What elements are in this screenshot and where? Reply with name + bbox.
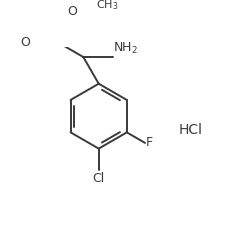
Text: CH$_3$: CH$_3$ [97,0,119,12]
Text: HCl: HCl [178,123,202,137]
Text: F: F [146,136,153,149]
Text: Cl: Cl [93,172,105,185]
Text: NH$_2$: NH$_2$ [113,41,138,56]
Text: O: O [67,5,77,18]
Text: O: O [21,36,30,49]
